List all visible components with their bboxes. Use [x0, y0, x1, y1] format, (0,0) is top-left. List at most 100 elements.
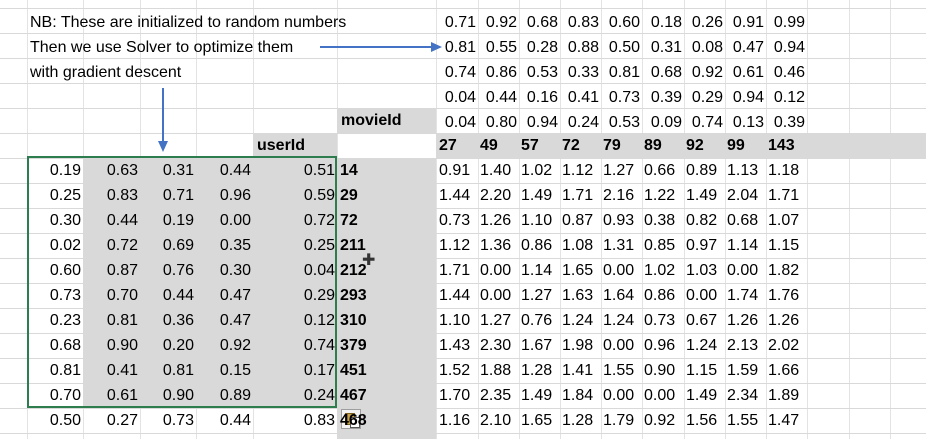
user-factor-cell[interactable]: 0.68 [49, 337, 81, 354]
movie-factor-cell[interactable]: 0.74 [444, 64, 476, 81]
user-id-cell[interactable]: 451 [340, 362, 367, 379]
user-factor-cell[interactable]: 0.81 [106, 312, 138, 329]
user-factor-cell[interactable]: 0.92 [219, 337, 251, 354]
movie-factor-cell[interactable]: 0.99 [773, 14, 805, 31]
prediction-cell[interactable]: 1.12 [439, 237, 471, 254]
user-factor-cell[interactable]: 0.90 [162, 387, 194, 404]
prediction-cell[interactable]: 1.49 [521, 387, 553, 404]
prediction-cell[interactable]: 1.71 [562, 187, 594, 204]
prediction-cell[interactable]: 1.89 [768, 387, 800, 404]
movie-factor-cell[interactable]: 0.13 [732, 114, 764, 131]
prediction-cell[interactable]: 0.67 [686, 312, 718, 329]
movie-factor-cell[interactable]: 0.86 [485, 64, 517, 81]
movie-id-header[interactable]: 99 [727, 137, 745, 154]
prediction-cell[interactable]: 0.85 [644, 237, 676, 254]
movie-id-header[interactable]: 143 [768, 137, 795, 154]
prediction-cell[interactable]: 1.71 [768, 187, 800, 204]
prediction-cell[interactable]: 1.41 [562, 362, 594, 379]
user-factor-cell[interactable]: 0.12 [303, 312, 335, 329]
user-factor-cell[interactable]: 0.17 [303, 362, 335, 379]
prediction-cell[interactable]: 0.91 [439, 162, 471, 179]
movie-factor-cell[interactable]: 0.60 [608, 14, 640, 31]
prediction-cell[interactable]: 0.00 [603, 337, 635, 354]
movie-factor-cell[interactable]: 0.94 [773, 39, 805, 56]
prediction-cell[interactable]: 1.40 [480, 162, 512, 179]
movie-factor-cell[interactable]: 0.55 [485, 39, 517, 56]
movie-factor-cell[interactable]: 0.18 [650, 14, 682, 31]
prediction-cell[interactable]: 1.67 [521, 337, 553, 354]
user-factor-cell[interactable]: 0.74 [303, 337, 335, 354]
prediction-cell[interactable]: 0.00 [644, 387, 676, 404]
movie-factor-cell[interactable]: 0.61 [732, 64, 764, 81]
movie-factor-cell[interactable]: 0.50 [608, 39, 640, 56]
user-factor-cell[interactable]: 0.00 [219, 212, 251, 229]
prediction-cell[interactable]: 1.28 [521, 362, 553, 379]
prediction-cell[interactable]: 1.70 [439, 387, 471, 404]
prediction-cell[interactable]: 2.34 [727, 387, 759, 404]
prediction-cell[interactable]: 1.07 [768, 212, 800, 229]
prediction-cell[interactable]: 1.74 [727, 287, 759, 304]
movie-id-header[interactable]: 27 [439, 137, 457, 154]
user-factor-cell[interactable]: 0.71 [162, 187, 194, 204]
prediction-cell[interactable]: 1.24 [562, 312, 594, 329]
movie-factor-cell[interactable]: 0.53 [608, 114, 640, 131]
movie-factor-cell[interactable]: 0.68 [526, 14, 558, 31]
user-factor-cell[interactable]: 0.73 [162, 412, 194, 429]
user-factor-cell[interactable]: 0.44 [106, 212, 138, 229]
movie-factor-cell[interactable]: 0.81 [608, 64, 640, 81]
movie-factor-cell[interactable]: 0.41 [567, 89, 599, 106]
prediction-cell[interactable]: 1.03 [686, 262, 718, 279]
prediction-cell[interactable]: 0.96 [644, 337, 676, 354]
prediction-cell[interactable]: 0.73 [439, 212, 471, 229]
movie-factor-cell[interactable]: 0.12 [773, 89, 805, 106]
prediction-cell[interactable]: 1.82 [768, 262, 800, 279]
user-factor-cell[interactable]: 0.02 [49, 237, 81, 254]
paste-options-icon[interactable] [341, 409, 361, 429]
prediction-cell[interactable]: 1.27 [521, 287, 553, 304]
user-factor-cell[interactable]: 0.25 [303, 237, 335, 254]
prediction-cell[interactable]: 0.76 [521, 312, 553, 329]
prediction-cell[interactable]: 1.31 [603, 237, 635, 254]
user-factor-cell[interactable]: 0.51 [303, 162, 335, 179]
user-id-cell[interactable]: 379 [340, 337, 367, 354]
prediction-cell[interactable]: 1.14 [521, 262, 553, 279]
prediction-cell[interactable]: 1.43 [439, 337, 471, 354]
user-factor-cell[interactable]: 0.81 [49, 362, 81, 379]
prediction-cell[interactable]: 0.92 [644, 412, 676, 429]
movie-factor-cell[interactable]: 0.44 [485, 89, 517, 106]
movie-factor-cell[interactable]: 0.04 [444, 114, 476, 131]
prediction-cell[interactable]: 1.44 [439, 287, 471, 304]
prediction-cell[interactable]: 1.28 [562, 412, 594, 429]
movie-id-header[interactable]: 92 [686, 137, 704, 154]
prediction-cell[interactable]: 0.38 [644, 212, 676, 229]
prediction-cell[interactable]: 1.65 [562, 262, 594, 279]
prediction-cell[interactable]: 0.97 [686, 237, 718, 254]
prediction-cell[interactable]: 0.86 [521, 237, 553, 254]
user-factor-cell[interactable]: 0.15 [219, 362, 251, 379]
user-factor-cell[interactable]: 0.61 [106, 387, 138, 404]
movie-id-header[interactable]: 89 [644, 137, 662, 154]
prediction-cell[interactable]: 1.98 [562, 337, 594, 354]
movie-factor-cell[interactable]: 0.80 [485, 114, 517, 131]
user-id-cell[interactable]: 310 [340, 312, 367, 329]
user-factor-cell[interactable]: 0.47 [219, 287, 251, 304]
prediction-cell[interactable]: 0.66 [644, 162, 676, 179]
prediction-cell[interactable]: 1.26 [768, 312, 800, 329]
prediction-cell[interactable]: 0.86 [644, 287, 676, 304]
movie-id-header[interactable]: 57 [521, 137, 539, 154]
movie-factor-cell[interactable]: 0.92 [485, 14, 517, 31]
user-factor-cell[interactable]: 0.96 [219, 187, 251, 204]
prediction-cell[interactable]: 1.44 [439, 187, 471, 204]
movie-factor-cell[interactable]: 0.09 [650, 114, 682, 131]
movie-factor-cell[interactable]: 0.08 [691, 39, 723, 56]
prediction-cell[interactable]: 1.36 [480, 237, 512, 254]
movie-id-header[interactable]: 49 [480, 137, 498, 154]
movie-factor-cell[interactable]: 0.16 [526, 89, 558, 106]
user-id-cell[interactable]: 468 [340, 412, 367, 429]
user-factor-cell[interactable]: 0.04 [303, 262, 335, 279]
movie-factor-cell[interactable]: 0.26 [691, 14, 723, 31]
prediction-cell[interactable]: 2.20 [480, 187, 512, 204]
user-factor-cell[interactable]: 0.41 [106, 362, 138, 379]
movie-factor-cell[interactable]: 0.04 [444, 89, 476, 106]
